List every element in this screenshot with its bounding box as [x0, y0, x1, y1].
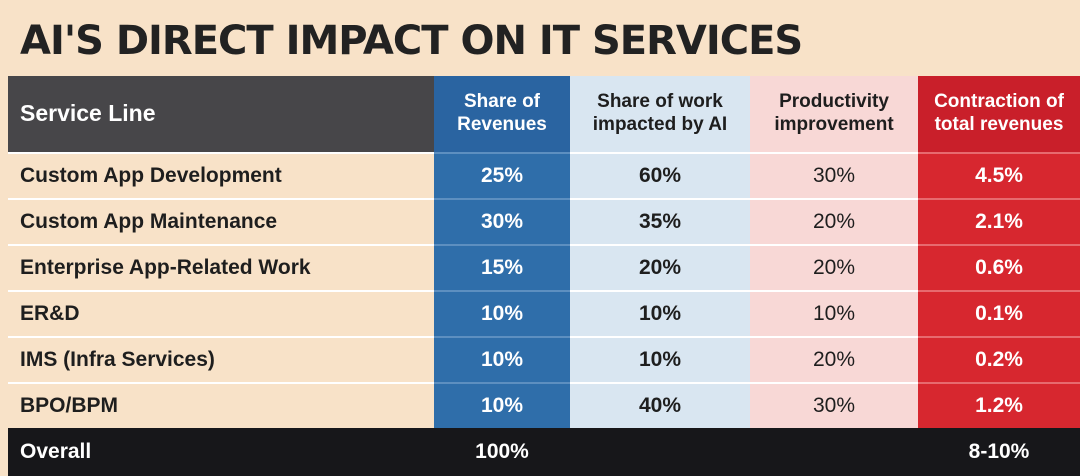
- share-of-revenues-cell: 30%: [434, 198, 570, 244]
- productivity-value: 30%: [812, 394, 856, 417]
- table-row: BPO/BPM 10% 40% 30% 1.2%: [8, 382, 1080, 428]
- share-of-revenues-cell: 10%: [434, 290, 570, 336]
- productivity-value: 20%: [812, 256, 856, 279]
- overall-row: Overall 100% 8-10%: [8, 428, 1080, 476]
- header-line: Revenues: [457, 114, 547, 135]
- productivity-cell: 30%: [750, 152, 918, 198]
- productivity-cell: 20%: [750, 198, 918, 244]
- contraction-cell: 0.1%: [918, 290, 1080, 336]
- header-line: Service Line: [20, 100, 156, 127]
- overall-empty-cell: [750, 428, 918, 476]
- header-line: impacted by AI: [592, 114, 728, 135]
- productivity-cell: 20%: [750, 244, 918, 290]
- table-row: Custom App Development 25% 60% 30% 4.5%: [8, 152, 1080, 198]
- share-of-work-cell: 60%: [570, 152, 750, 198]
- service-line-cell: ER&D: [8, 290, 434, 336]
- table-row: Enterprise App-Related Work 15% 20% 20% …: [8, 244, 1080, 290]
- header-line: Share of work: [597, 91, 723, 113]
- header-share-of-work: Share of work impacted by AI: [570, 76, 750, 152]
- table-row: ER&D 10% 10% 10% 0.1%: [8, 290, 1080, 336]
- productivity-value: 20%: [812, 210, 856, 233]
- overall-share-of-revenues: 100%: [434, 428, 570, 476]
- service-line-cell: Enterprise App-Related Work: [8, 244, 434, 290]
- contraction-cell: 0.2%: [918, 336, 1080, 382]
- contraction-cell: 2.1%: [918, 198, 1080, 244]
- share-of-work-cell: 10%: [570, 336, 750, 382]
- share-of-work-cell: 10%: [570, 290, 750, 336]
- overall-empty-cell: [570, 428, 750, 476]
- productivity-cell: 20%: [750, 336, 918, 382]
- service-line-cell: BPO/BPM: [8, 382, 434, 428]
- header-line: Share of: [463, 91, 541, 113]
- productivity-value: 30%: [812, 164, 856, 187]
- share-of-revenues-cell: 10%: [434, 382, 570, 428]
- table-row: IMS (Infra Services) 10% 10% 20% 0.2%: [8, 336, 1080, 382]
- overall-label: Overall: [8, 428, 434, 476]
- share-of-revenues-cell: 15%: [434, 244, 570, 290]
- header-line: improvement: [774, 114, 894, 135]
- contraction-cell: 4.5%: [918, 152, 1080, 198]
- service-line-cell: Custom App Development: [8, 152, 434, 198]
- overall-contraction: 8-10%: [918, 428, 1080, 476]
- header-contraction: Contraction of total revenues: [918, 76, 1080, 152]
- header-line: Productivity: [779, 91, 889, 113]
- service-line-cell: Custom App Maintenance: [8, 198, 434, 244]
- share-of-work-cell: 20%: [570, 244, 750, 290]
- header-productivity: Productivity improvement: [750, 76, 918, 152]
- share-of-work-cell: 35%: [570, 198, 750, 244]
- table-header: Service Line Share of Revenues Share of …: [8, 76, 1080, 152]
- share-of-revenues-cell: 10%: [434, 336, 570, 382]
- table-row: Custom App Maintenance 30% 35% 20% 2.1%: [8, 198, 1080, 244]
- service-line-cell: IMS (Infra Services): [8, 336, 434, 382]
- header-line: total revenues: [934, 114, 1064, 135]
- contraction-cell: 0.6%: [918, 244, 1080, 290]
- productivity-value: 10%: [812, 302, 856, 325]
- contraction-cell: 1.2%: [918, 382, 1080, 428]
- impact-table: Service Line Share of Revenues Share of …: [8, 76, 1080, 476]
- share-of-revenues-cell: 25%: [434, 152, 570, 198]
- productivity-value: 20%: [812, 348, 856, 371]
- header-line: Contraction of: [934, 91, 1064, 113]
- header-share-of-revenues: Share of Revenues: [434, 76, 570, 152]
- productivity-cell: 30%: [750, 382, 918, 428]
- productivity-cell: 10%: [750, 290, 918, 336]
- header-service-line: Service Line: [8, 76, 434, 152]
- share-of-work-cell: 40%: [570, 382, 750, 428]
- chart-title: AI'S DIRECT IMPACT ON IT SERVICES: [20, 18, 803, 64]
